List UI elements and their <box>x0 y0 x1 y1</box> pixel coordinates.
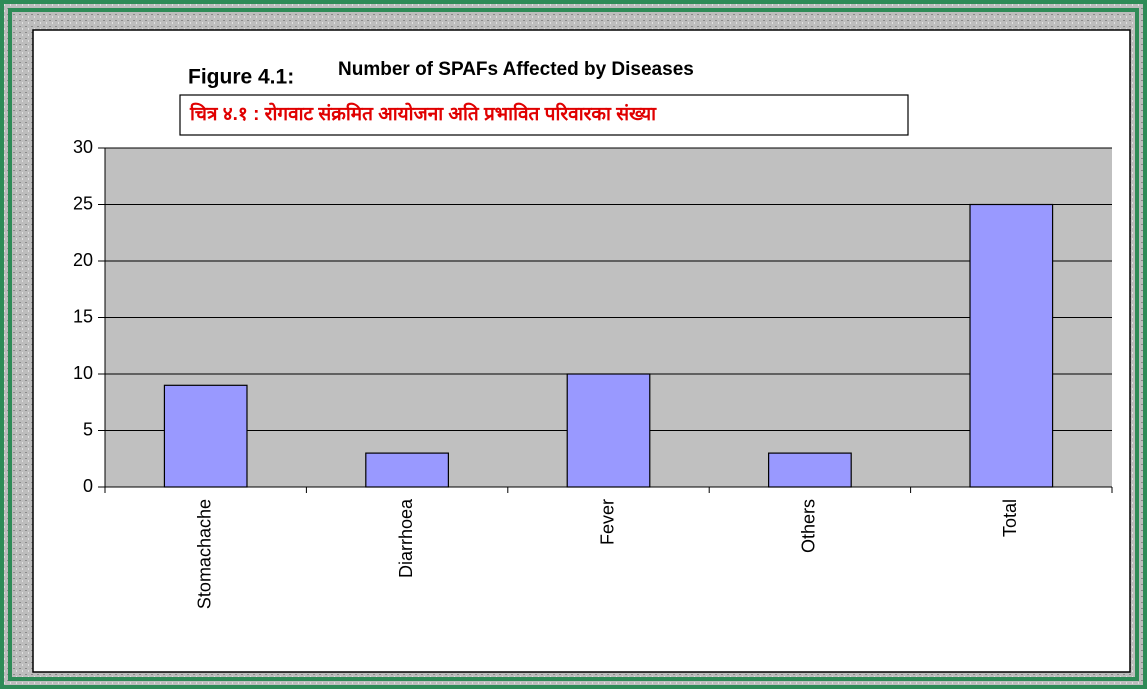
y-tick-label: 25 <box>73 193 93 213</box>
y-tick-label: 10 <box>73 363 93 383</box>
bar <box>969 203 1054 488</box>
y-tick-label: 20 <box>73 250 93 270</box>
bar <box>163 384 248 488</box>
x-tick-label: Others <box>799 499 819 553</box>
bar <box>365 452 449 488</box>
x-tick-label: Diarrhoea <box>396 498 416 578</box>
chart-title: Number of SPAFs Affected by Diseases <box>338 59 694 80</box>
y-tick-label: 15 <box>73 306 93 326</box>
y-tick-label: 30 <box>73 137 93 157</box>
bar <box>768 452 852 488</box>
y-tick-label: 0 <box>83 476 93 496</box>
x-tick-label: Total <box>1000 499 1020 537</box>
chart-subtitle: चित्र ४.१ : रोगवाट संक्रमित आयोजना अति प… <box>189 102 657 125</box>
subtitle-box <box>179 94 909 136</box>
x-tick-label: Stomachache <box>194 499 214 609</box>
frame-border-inner <box>8 8 1139 681</box>
figure-label: Figure 4.1: <box>188 66 294 89</box>
bar <box>566 373 651 488</box>
x-tick-label: Fever <box>597 499 617 545</box>
y-tick-label: 5 <box>83 419 93 439</box>
